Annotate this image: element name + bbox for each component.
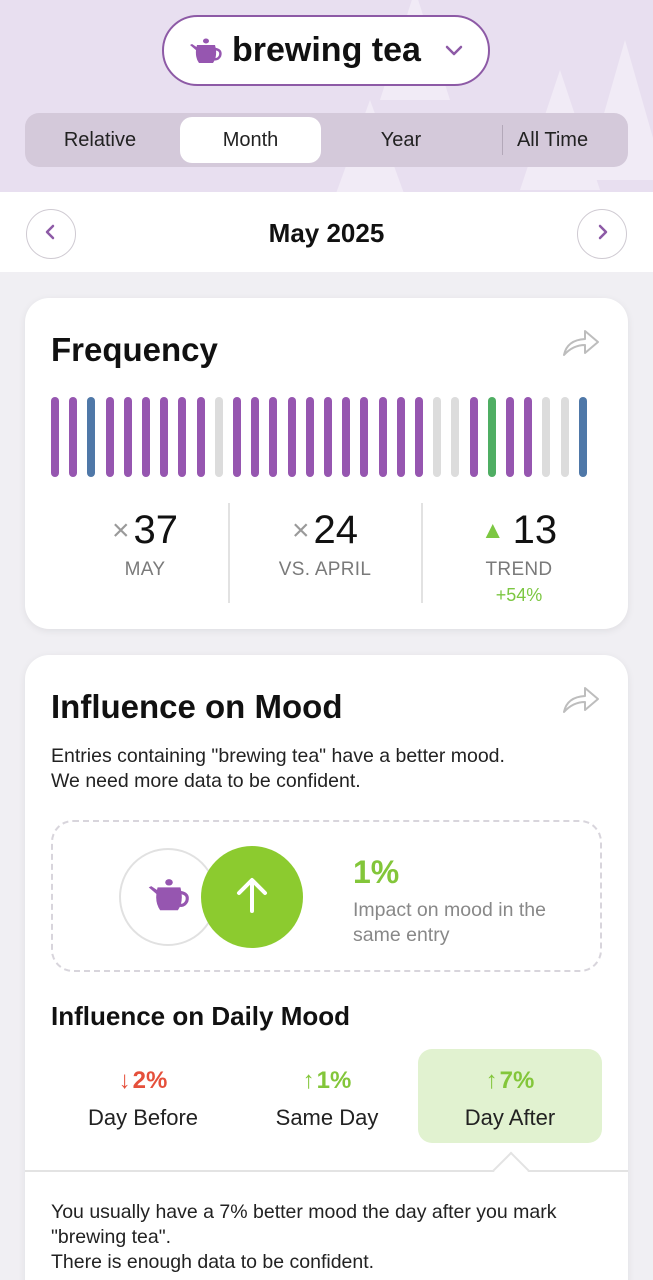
day-bar (214, 397, 223, 477)
day-bar (196, 397, 205, 477)
daily-mood-title: Influence on Daily Mood (51, 1001, 351, 1031)
day-bar (178, 397, 187, 477)
impact-direction-circle (201, 846, 303, 948)
stat-label: TREND (485, 559, 553, 580)
stat-value: 24 (313, 508, 359, 552)
day-bar (578, 397, 587, 477)
arrow-up-icon: ↑ (302, 1067, 315, 1094)
daily-before[interactable]: ↓ 2% Day Before (51, 1049, 235, 1143)
day-bar (342, 397, 351, 477)
day-bar (251, 397, 260, 477)
share-icon[interactable] (561, 683, 601, 715)
impact-percent: 1% (353, 854, 400, 890)
tab-month[interactable]: Month (180, 117, 321, 163)
day-bar (378, 397, 387, 477)
day-bar (51, 397, 59, 477)
day-bar (506, 397, 514, 477)
daily-label: Day After (464, 1105, 556, 1130)
day-bar (524, 397, 533, 477)
day-bar (396, 397, 405, 477)
daily-label: Day Before (87, 1105, 199, 1130)
tag-selector[interactable]: brewing tea (162, 15, 490, 86)
tab-divider (502, 125, 503, 155)
day-bar (142, 397, 150, 477)
header: brewing tea Relative Month Year All Time (0, 0, 653, 192)
day-bar (69, 397, 78, 477)
day-bar (469, 397, 478, 477)
share-icon[interactable] (561, 326, 601, 358)
day-bar (305, 397, 314, 477)
arrow-down-icon: ↓ (118, 1067, 131, 1094)
daily-percent: 7% (499, 1067, 535, 1094)
daily-label: Same Day (275, 1105, 379, 1130)
tab-year[interactable]: Year (380, 128, 422, 151)
chevron-right-icon (592, 222, 612, 247)
stat-value: 13 (512, 508, 558, 552)
stat-trend: ▲ 13 TREND +54% (439, 508, 599, 606)
day-bar (233, 397, 241, 477)
day-bar (269, 397, 278, 477)
day-bar (105, 397, 114, 477)
daily-same[interactable]: ↑ 1% Same Day (235, 1049, 419, 1143)
month-navigation: May 2025 (0, 192, 653, 272)
section-divider (25, 1170, 628, 1172)
daily-percent: 2% (132, 1067, 168, 1094)
influence-title: Influence on Mood (51, 688, 343, 725)
impact-text: Impact on mood in the same entry (353, 899, 546, 946)
tab-all-time[interactable]: All Time (516, 128, 589, 151)
selection-pointer (492, 1151, 530, 1189)
day-bar (287, 397, 296, 477)
influence-card: Influence on Mood Entries containing "br… (25, 655, 628, 1280)
day-bar (160, 397, 169, 477)
day-bar (87, 397, 96, 477)
day-bar (542, 397, 551, 477)
frequency-card: Frequency × 37 MAY × 24 VS. APRIL ▲ 13 TREN… (25, 298, 628, 629)
teapot-icon (147, 876, 191, 919)
teapot-icon (188, 33, 224, 69)
stat-previous-month: × 24 VS. APRIL (245, 508, 405, 581)
frequency-title: Frequency (51, 331, 218, 368)
day-bar (415, 397, 423, 477)
stat-month-count: × 37 MAY (65, 508, 225, 581)
month-title: May 2025 (268, 218, 385, 248)
day-bar (451, 397, 460, 477)
tag-circle (119, 848, 217, 946)
arrow-up-icon: ↑ (485, 1067, 498, 1094)
times-icon: × (291, 513, 310, 547)
previous-month-button[interactable] (26, 209, 76, 259)
stat-value: 37 (133, 508, 179, 552)
chevron-left-icon (41, 222, 61, 247)
impact-box: 1% Impact on mood in the same entry (51, 820, 602, 972)
frequency-day-bars (51, 397, 603, 477)
stat-label: VS. APRIL (278, 559, 372, 580)
next-month-button[interactable] (577, 209, 627, 259)
day-bar (433, 397, 442, 477)
stat-divider (421, 503, 423, 603)
daily-explanation: You usually have a 7% better mood the da… (51, 1201, 557, 1273)
trend-percent: +54% (495, 585, 543, 605)
day-bar (324, 397, 332, 477)
period-tabs: Relative Month Year All Time (25, 113, 628, 167)
daily-percent: 1% (316, 1067, 352, 1094)
tab-relative[interactable]: Relative (63, 128, 137, 151)
stat-label: MAY (124, 559, 166, 580)
day-bar (123, 397, 132, 477)
chevron-down-icon (442, 39, 466, 63)
day-bar (487, 397, 496, 477)
daily-after[interactable]: ↑ 7% Day After (418, 1049, 602, 1143)
triangle-up-icon: ▲ (480, 516, 505, 544)
day-bar (560, 397, 569, 477)
stat-divider (228, 503, 230, 603)
times-icon: × (111, 513, 130, 547)
day-bar (360, 397, 369, 477)
arrow-up-icon (230, 873, 274, 922)
tag-selector-label: brewing tea (232, 31, 421, 69)
influence-description: Entries containing "brewing tea" have a … (51, 745, 505, 792)
